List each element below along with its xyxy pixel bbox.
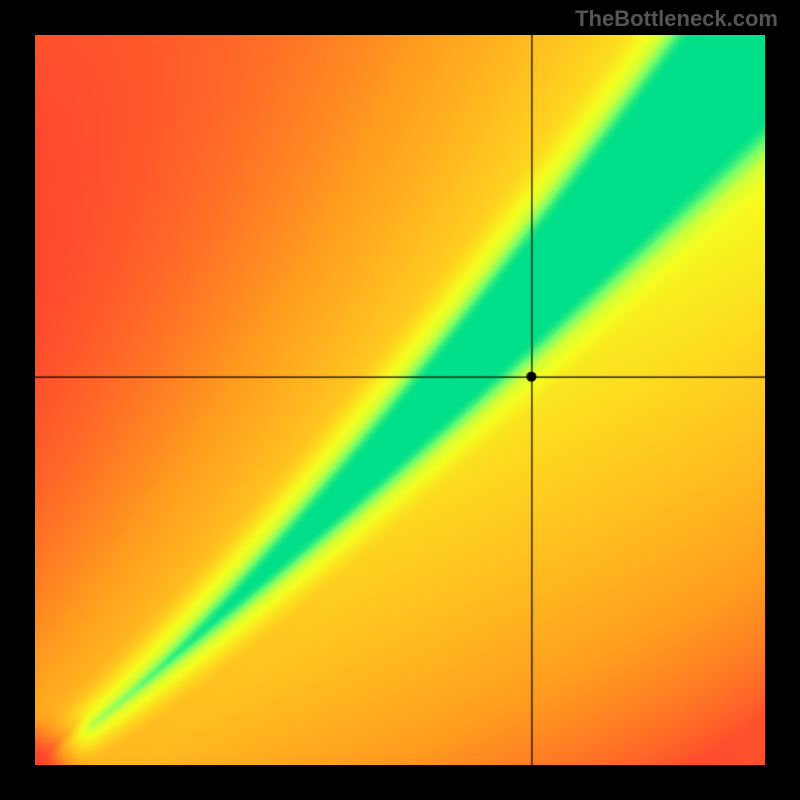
heatmap-plot bbox=[35, 35, 765, 765]
watermark-text: TheBottleneck.com bbox=[575, 6, 778, 32]
heatmap-canvas bbox=[35, 35, 765, 765]
bottleneck-heatmap-page: TheBottleneck.com bbox=[0, 0, 800, 800]
